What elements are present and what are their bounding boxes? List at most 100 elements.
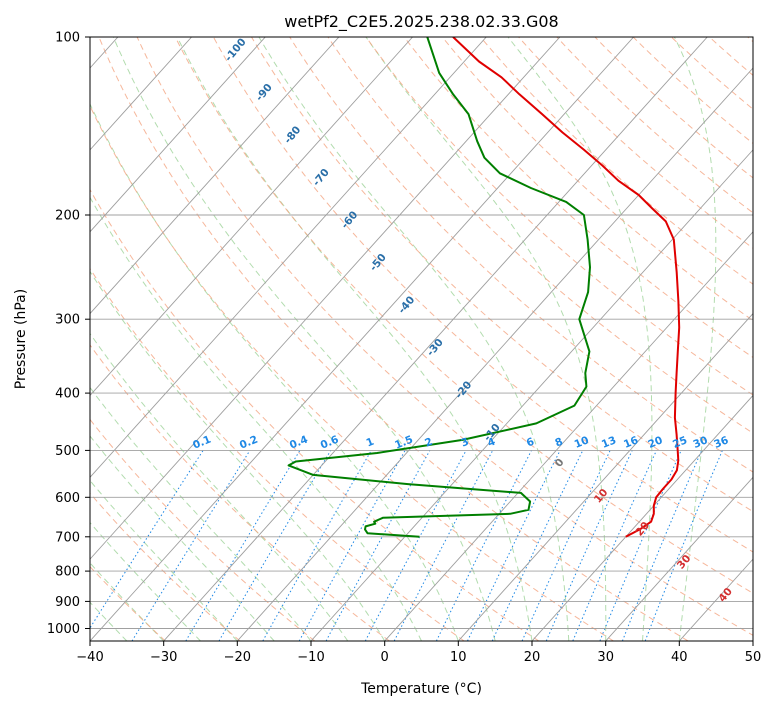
y-tick-label: 500: [55, 444, 80, 459]
plot-frame: [89, 36, 754, 642]
moist-adiabat-line: [176, 37, 533, 641]
moist-adiabat-line: [90, 386, 312, 641]
mixing-ratio-label: 4: [486, 436, 497, 450]
mixing-ratio-label: 13: [600, 434, 618, 451]
dry-adiabat-line: [90, 188, 540, 641]
y-tick-label: 300: [55, 313, 80, 328]
y-tick-label: 800: [55, 565, 80, 580]
mixing-ratio-lines: [90, 450, 723, 641]
moist-adiabat-line: [90, 332, 349, 641]
x-tick-label: 50: [745, 650, 762, 665]
moist-adiabat-line: [507, 37, 653, 641]
mixing-ratio-label: 1: [365, 436, 376, 450]
moist-adiabat-line: [673, 37, 717, 641]
dry-adiabat-line: [90, 418, 316, 641]
mixing-ratio-line: [262, 450, 372, 641]
mixing-ratio-label: 36: [712, 434, 730, 451]
mixing-ratio-label: 2: [423, 436, 434, 450]
mixing-ratio-label: 25: [671, 434, 689, 451]
mixing-ratio-label: 8: [553, 436, 564, 450]
y-axis-ticks: 100 200 300 400 500 600 700 800 900 1000: [47, 31, 90, 637]
mixing-ratio-line: [90, 450, 204, 629]
mixing-ratio-line: [325, 450, 431, 641]
moist-adiabat-line: [258, 37, 570, 641]
isotherm-line: [90, 37, 487, 479]
plot-area: 0.1 0.2 0.4 0.6 1 1.5 2 3 4 6 8 10 13 16 20 25 30 36-100-…: [90, 37, 753, 641]
isotherm-line: [90, 37, 634, 641]
moist-adiabats: [90, 37, 717, 641]
x-tick-label: 40: [671, 650, 688, 665]
isotherm-line: [90, 37, 192, 151]
mixing-ratio-line: [218, 450, 332, 641]
mixing-ratio-line: [521, 450, 611, 641]
dry-adiabat-line: [90, 267, 465, 641]
dry-adiabat-line: [327, 37, 753, 434]
isotherm-line: [90, 37, 561, 560]
moist-adiabat-line: [90, 196, 422, 641]
moist-adiabat-line: [90, 270, 386, 641]
moist-adiabat-line: [365, 37, 607, 641]
isotherm-line: [531, 394, 753, 641]
dry-adiabat-line: [90, 104, 614, 641]
moist-adiabat-line: [90, 102, 459, 641]
mixing-ratio-line: [467, 450, 561, 641]
dewpoint-profile-line: [287, 37, 591, 538]
isotherm-line: [236, 67, 753, 641]
x-axis-title: Temperature (°C): [360, 681, 482, 697]
dry-adiabat-line: [251, 37, 753, 513]
mixing-ratio-label: 3: [459, 436, 470, 450]
mixing-ratio-line: [491, 450, 584, 641]
y-axis-title: Pressure (hPa): [13, 289, 29, 389]
mixing-ratio-line: [131, 450, 251, 641]
mixing-ratio-line: [599, 450, 682, 641]
dry-adiabat-line: [212, 37, 753, 553]
chart-title: wetPf2_C2E5.2025.238.02.33.G08: [284, 12, 558, 32]
mixing-ratio-label: 30: [692, 434, 710, 451]
x-tick-label: 10: [450, 650, 467, 665]
x-tick-label: 30: [597, 650, 614, 665]
isotherm-line: [310, 149, 753, 641]
y-tick-label: 100: [55, 31, 80, 46]
x-tick-label: −20: [224, 650, 251, 665]
mixing-ratio-line: [298, 450, 406, 641]
x-tick-label: −30: [150, 650, 177, 665]
x-tick-label: 20: [524, 650, 541, 665]
isotherm-line: [457, 312, 753, 641]
dry-adiabat-line: [289, 37, 753, 473]
mixing-ratio-line: [572, 450, 657, 641]
dry-adiabat-line: [594, 37, 753, 179]
y-tick-label: 600: [55, 491, 80, 506]
dry-adiabat-line: [136, 37, 753, 636]
dry-adiabat-line: [632, 37, 753, 144]
dry-adiabats: [90, 37, 753, 641]
isotherm-line: [163, 37, 708, 641]
mixing-ratio-label: 6: [525, 436, 536, 450]
isotherm-line: [605, 476, 753, 641]
mixing-ratio-label: 16: [622, 434, 640, 451]
mixing-ratio-label: 20: [646, 434, 664, 451]
isotherm-line: [90, 37, 266, 233]
dry-adiabat-line: [174, 37, 753, 594]
y-tick-label: 700: [55, 530, 80, 545]
dry-adiabat-line: [441, 37, 753, 322]
y-tick-label: 1000: [47, 622, 80, 637]
isotherm-line: [90, 37, 413, 397]
x-tick-label: 0: [381, 650, 389, 665]
isotherms: [90, 37, 753, 641]
x-tick-label: −10: [297, 650, 324, 665]
x-axis-ticks: −40 −30 −20 −10 0 10 20 30 40 50: [76, 641, 761, 665]
x-tick-label: −40: [76, 650, 103, 665]
isotherm-line: [384, 231, 753, 641]
profile-lines: [287, 37, 681, 538]
mixing-ratio-label: 10: [573, 434, 591, 451]
dry-adiabat-line: [480, 37, 753, 285]
mixing-ratio-line: [545, 450, 633, 641]
y-tick-label: 900: [55, 595, 80, 610]
isobars: [90, 37, 753, 629]
y-tick-label: 400: [55, 387, 80, 402]
dry-adiabat-line: [98, 37, 689, 641]
mixing-ratio-line: [185, 450, 301, 641]
temperature-profile-line: [452, 37, 681, 538]
mixing-ratio-line: [435, 450, 532, 641]
